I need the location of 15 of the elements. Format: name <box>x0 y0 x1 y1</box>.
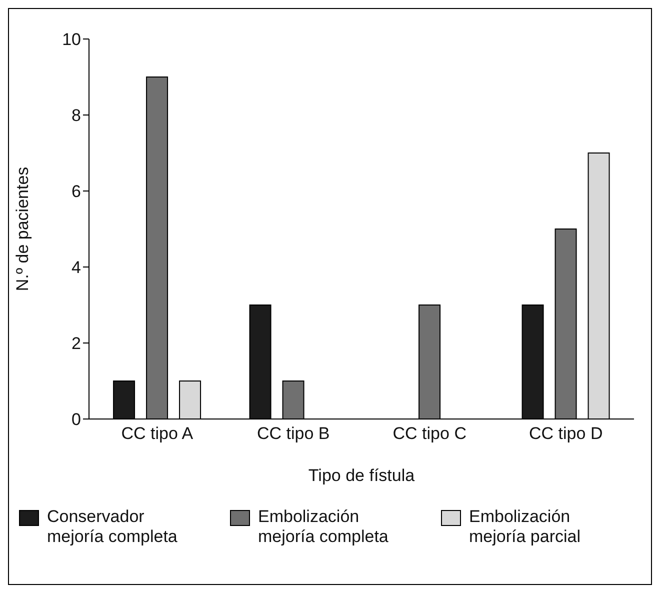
x-tick-label: CC tipo B <box>257 424 330 444</box>
y-tick-label: 6 <box>72 182 81 202</box>
y-tick-label: 2 <box>72 334 81 354</box>
legend-label: Embolización mejoría parcial <box>469 507 582 547</box>
x-tick-label: CC tipo D <box>529 424 603 444</box>
y-tick-label: 4 <box>72 258 81 278</box>
x-axis-title: Tipo de fístula <box>308 466 416 485</box>
y-tick-label: 10 <box>62 30 81 50</box>
x-tick-label: CC tipo C <box>392 424 466 444</box>
y-tick-label: 0 <box>72 410 81 430</box>
y-axis-title: N.º de pacientes <box>13 166 32 292</box>
x-tick-label: CC tipo A <box>121 424 194 444</box>
legend-label: Embolización mejoría completa <box>258 507 390 547</box>
legend-label: Conservador mejoría completa <box>47 507 178 547</box>
y-tick-label: 8 <box>72 106 81 126</box>
